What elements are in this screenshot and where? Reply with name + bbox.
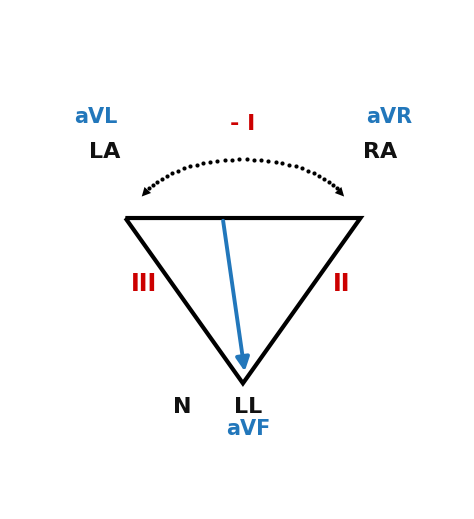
Point (250, 155, 258, 163)
Point (315, 172, 323, 180)
Point (325, 177, 333, 186)
Point (243, 155, 250, 163)
Point (310, 169, 318, 177)
Text: LA: LA (89, 142, 120, 162)
Point (272, 158, 279, 166)
Text: RA: RA (363, 142, 397, 162)
Point (207, 158, 214, 166)
Text: N: N (173, 397, 191, 417)
Point (298, 165, 306, 173)
Text: II: II (333, 272, 351, 296)
Point (292, 162, 300, 171)
Point (163, 172, 171, 180)
Point (153, 177, 161, 186)
Point (264, 157, 272, 165)
Point (149, 181, 156, 189)
Point (221, 156, 228, 164)
Point (193, 160, 201, 169)
Text: aVR: aVR (366, 107, 412, 127)
Point (186, 162, 194, 171)
Point (236, 155, 243, 163)
Text: III: III (131, 272, 157, 296)
Point (304, 167, 312, 175)
Text: LL: LL (234, 397, 263, 417)
Point (168, 169, 176, 177)
Point (257, 156, 265, 164)
Point (333, 184, 341, 192)
Point (228, 155, 236, 163)
Point (285, 160, 293, 169)
Point (214, 157, 221, 165)
Point (329, 181, 337, 189)
Text: aVL: aVL (74, 107, 118, 127)
Point (320, 174, 328, 183)
Point (158, 174, 165, 183)
Point (200, 159, 207, 167)
Point (279, 159, 286, 167)
Point (145, 184, 153, 192)
Point (174, 167, 182, 175)
Text: aVF: aVF (226, 419, 271, 439)
Point (180, 165, 188, 173)
Text: - I: - I (230, 114, 255, 134)
